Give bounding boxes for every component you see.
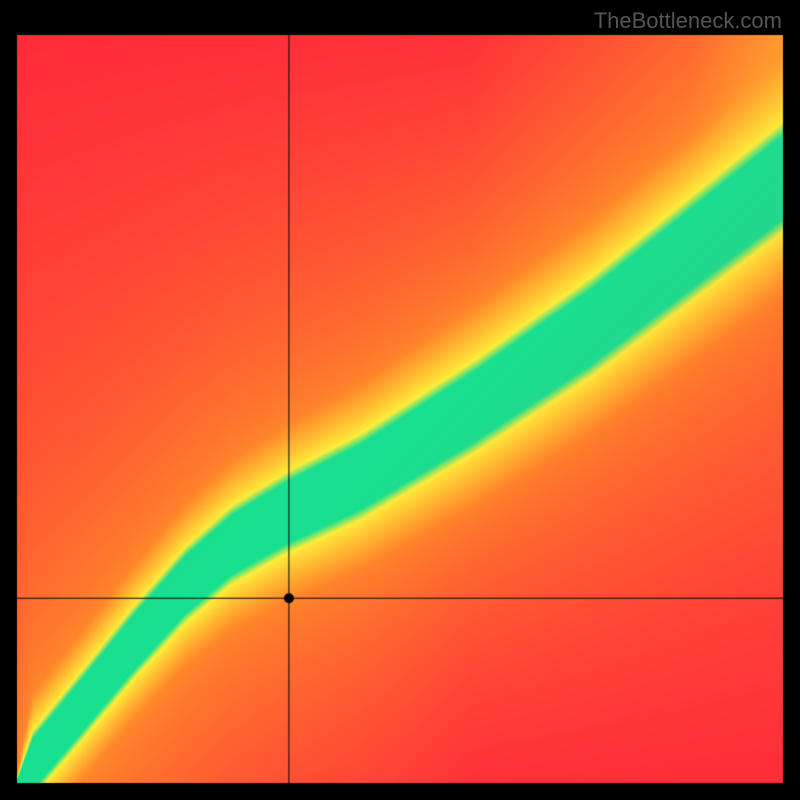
attribution-text: TheBottleneck.com: [594, 8, 782, 34]
heatmap-canvas: [0, 0, 800, 800]
chart-container: TheBottleneck.com: [0, 0, 800, 800]
